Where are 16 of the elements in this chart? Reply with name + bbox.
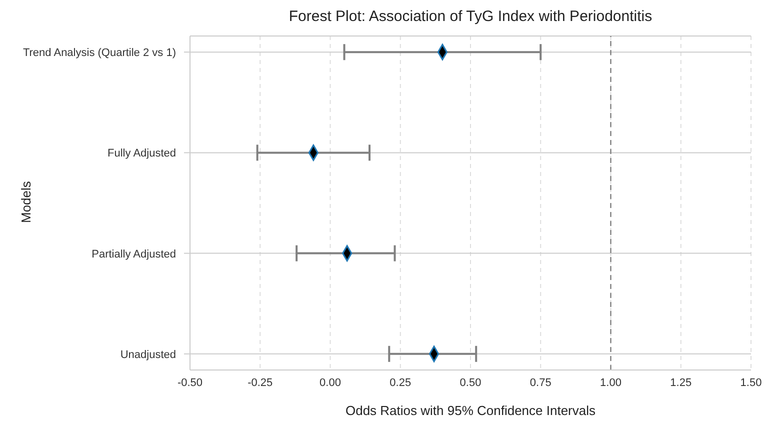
y-axis-title: Models (18, 180, 34, 223)
x-tick-label: -0.25 (248, 376, 273, 389)
x-tick-label: 0.25 (390, 376, 412, 389)
y-tick-label: Fully Adjusted (108, 148, 176, 160)
y-tick-label: Partially Adjusted (92, 248, 176, 260)
x-tick-label: 0.50 (460, 376, 482, 389)
x-tick-label: 1.50 (740, 376, 762, 389)
x-tick-label: 0.00 (320, 376, 341, 389)
x-tick-label: 0.75 (530, 376, 552, 389)
x-tick-label: -0.50 (177, 376, 203, 389)
chart-title: Forest Plot: Association of TyG Index with Periodontitis (288, 8, 654, 25)
x-tick-label: 1.00 (600, 376, 622, 389)
y-tick-label: Trend Analysis (Quartile 2 vs 1) (22, 47, 176, 60)
x-axis-title: Odds Ratios with 95% Confidence Intervals (345, 403, 596, 418)
y-tick-label: Unadjusted (120, 348, 176, 361)
x-tick-label: 1.25 (670, 376, 692, 389)
